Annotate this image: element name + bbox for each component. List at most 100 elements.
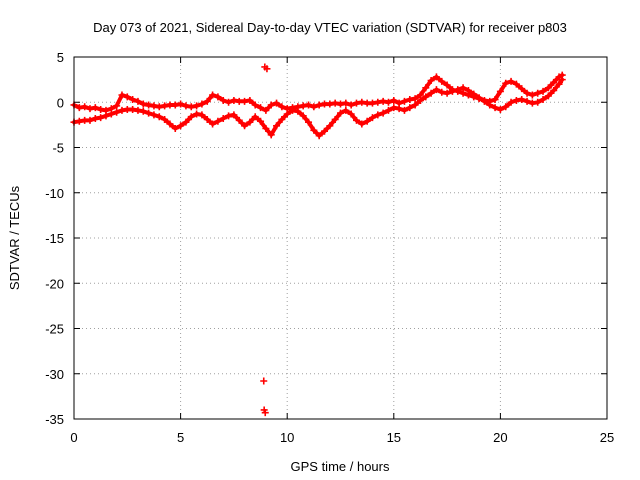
data-point [400, 97, 408, 105]
data-point [145, 109, 153, 117]
data-point [278, 115, 286, 123]
data-point [241, 97, 249, 105]
data-points [70, 63, 566, 417]
data-point [75, 104, 83, 112]
data-point [331, 99, 339, 107]
data-point [480, 97, 488, 105]
data-point [262, 124, 270, 132]
data-point [257, 104, 265, 112]
data-point [358, 98, 366, 106]
data-point [400, 106, 408, 114]
data-point [102, 112, 110, 120]
data-point [363, 117, 371, 125]
y-tick-label: -5 [52, 141, 64, 156]
data-point [261, 409, 269, 417]
data-point [273, 99, 281, 107]
data-point [134, 106, 142, 114]
data-point [283, 110, 291, 118]
data-point [145, 101, 153, 109]
data-point [352, 99, 360, 107]
data-point [262, 106, 270, 114]
data-point [432, 86, 440, 94]
data-point [448, 87, 456, 95]
data-point [422, 84, 430, 92]
data-point [512, 80, 520, 88]
data-point [118, 106, 126, 114]
data-point [539, 87, 547, 95]
data-point [368, 99, 376, 107]
data-point [321, 127, 329, 135]
data-point [496, 105, 504, 113]
data-point [118, 91, 126, 99]
data-point [171, 101, 179, 109]
data-point [443, 89, 451, 97]
data-point [464, 86, 472, 94]
data-point [491, 96, 499, 104]
data-point [193, 102, 201, 110]
data-point [374, 98, 382, 106]
data-point [374, 111, 382, 119]
data-point [352, 116, 360, 124]
data-point [368, 114, 376, 122]
data-point [331, 115, 339, 123]
data-point [528, 99, 536, 107]
data-point [251, 101, 259, 109]
data-point [86, 116, 94, 124]
data-point [305, 118, 313, 126]
data-point [177, 100, 185, 108]
data-point [384, 106, 392, 114]
data-point [273, 122, 281, 130]
data-point [337, 100, 344, 108]
data-point [427, 77, 435, 85]
data-point [496, 87, 504, 95]
data-point [326, 100, 334, 108]
chart-title: Day 073 of 2021, Sidereal Day-to-day VTE… [93, 20, 567, 35]
data-point [395, 105, 403, 113]
data-point [432, 73, 440, 81]
data-point [347, 110, 355, 118]
y-tick-label: -10 [45, 186, 64, 201]
data-point [310, 103, 318, 111]
data-point [219, 96, 227, 104]
data-point [411, 101, 419, 109]
data-point [198, 111, 206, 119]
data-point [113, 102, 121, 110]
data-point [86, 105, 94, 113]
data-point [299, 112, 307, 120]
data-point [326, 122, 334, 130]
data-point [422, 93, 430, 101]
x-tick-label: 15 [387, 430, 401, 445]
data-point [358, 120, 366, 128]
data-point [544, 92, 552, 100]
x-tick-label: 0 [70, 430, 77, 445]
data-point [198, 100, 206, 108]
data-point [139, 100, 147, 108]
data-point [518, 85, 526, 93]
data-point [299, 102, 307, 110]
x-tick-label: 20 [493, 430, 507, 445]
data-point [558, 76, 566, 84]
data-point [390, 96, 398, 104]
data-point [411, 95, 419, 103]
data-point [97, 114, 105, 122]
data-point [523, 97, 531, 105]
data-point [263, 65, 271, 73]
data-point [289, 106, 297, 114]
data-point [406, 104, 414, 112]
data-point [193, 110, 201, 118]
series-outliers [260, 63, 271, 417]
data-point [150, 102, 158, 110]
data-point [107, 110, 115, 118]
data-point [534, 89, 542, 97]
data-point [182, 118, 190, 126]
data-point [225, 98, 233, 106]
data-point [518, 96, 526, 104]
data-point [534, 98, 542, 106]
x-tick-label: 10 [280, 430, 294, 445]
data-point [171, 124, 179, 132]
data-point [507, 77, 515, 85]
data-point [97, 105, 105, 113]
data-point [342, 106, 350, 114]
data-point [438, 88, 446, 96]
data-point [544, 84, 552, 92]
